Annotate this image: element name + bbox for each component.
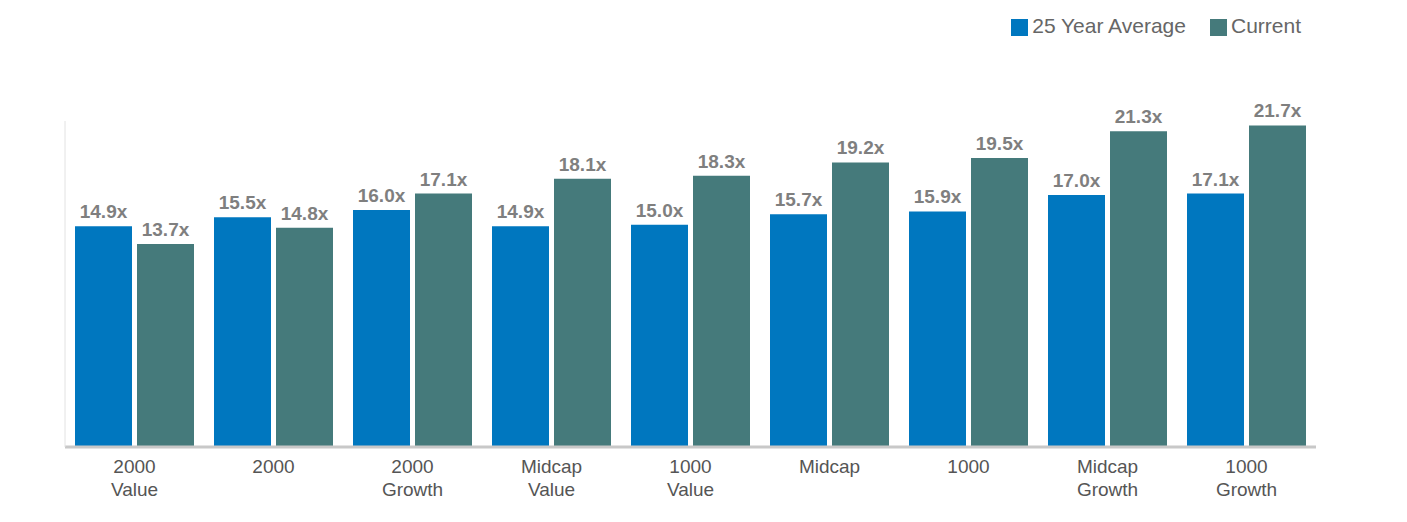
svg-text:Growth: Growth [1077,479,1138,500]
svg-text:14.8x: 14.8x [281,203,329,224]
svg-text:Value: Value [528,479,575,500]
svg-text:Value: Value [667,479,714,500]
svg-text:14.9x: 14.9x [80,201,128,222]
svg-text:15.5x: 15.5x [219,192,267,213]
svg-text:17.1x: 17.1x [1192,169,1240,190]
svg-text:15.9x: 15.9x [914,186,962,207]
svg-text:21.3x: 21.3x [1115,106,1163,127]
svg-text:19.2x: 19.2x [837,137,885,158]
html-text:Current: Current [1231,14,1301,37]
svg-text:17.0x: 17.0x [1053,170,1101,191]
svg-text:17.1x: 17.1x [420,169,468,190]
svg-text:14.9x: 14.9x [497,201,545,222]
svg-text:18.3x: 18.3x [698,151,746,172]
svg-text:19.5x: 19.5x [976,133,1024,154]
html-text:25 Year Average: 25 Year Average [1032,14,1186,37]
svg-text:16.0x: 16.0x [358,185,406,206]
svg-text:1000: 1000 [669,456,711,477]
svg-text:21.7x: 21.7x [1254,100,1302,121]
svg-text:Midcap: Midcap [1077,456,1138,477]
svg-text:1000: 1000 [947,456,989,477]
svg-text:Midcap: Midcap [521,456,582,477]
svg-text:15.0x: 15.0x [636,200,684,221]
svg-text:13.7x: 13.7x [142,219,190,240]
svg-text:Midcap: Midcap [799,456,860,477]
svg-text:15.7x: 15.7x [775,189,823,210]
svg-text:Growth: Growth [382,479,443,500]
svg-text:1000: 1000 [1225,456,1267,477]
svg-text:Growth: Growth [1216,479,1277,500]
svg-text:2000: 2000 [113,456,155,477]
svg-text:18.1x: 18.1x [559,154,607,175]
svg-text:2000: 2000 [252,456,294,477]
svg-text:2000: 2000 [391,456,433,477]
svg-text:Value: Value [111,479,158,500]
